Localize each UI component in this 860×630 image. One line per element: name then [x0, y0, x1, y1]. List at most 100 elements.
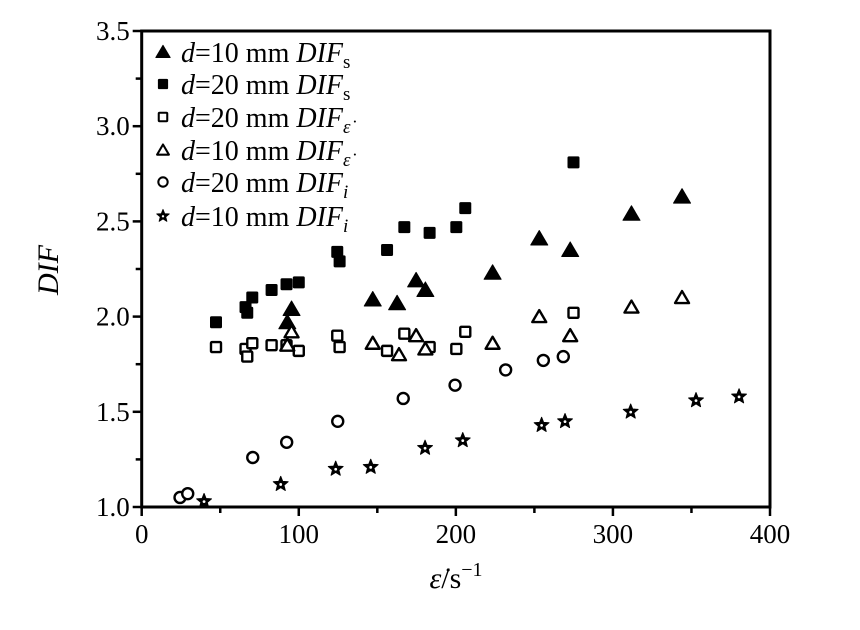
- legend-label-subscript: i: [343, 216, 348, 237]
- data-point: [556, 349, 570, 364]
- circle-marker: [396, 391, 410, 406]
- legend-label-dif: DIF: [295, 70, 344, 101]
- triangle-marker: [363, 290, 382, 307]
- legend-label-size: =20 mm: [195, 103, 296, 134]
- data-point: [388, 294, 407, 311]
- x-tick-label: 400: [750, 519, 791, 549]
- square-marker: [398, 221, 411, 234]
- square-marker: [209, 316, 222, 329]
- series-5: [196, 388, 747, 509]
- square-marker: [380, 344, 394, 358]
- data-point: [364, 335, 381, 350]
- star-marker-center: [334, 467, 338, 471]
- data-point: [533, 416, 550, 432]
- data-point: [209, 316, 222, 329]
- legend-label-size: =10 mm: [195, 136, 296, 167]
- data-point: [331, 329, 344, 342]
- data-point: [454, 432, 471, 448]
- data-point: [279, 337, 296, 352]
- data-points: [173, 156, 747, 509]
- triangle-marker: [156, 143, 170, 156]
- y-tick-label: 2.5: [96, 206, 130, 236]
- square-marker: [157, 78, 169, 90]
- data-point: [623, 299, 640, 314]
- data-point: [331, 245, 344, 258]
- data-point: [536, 353, 551, 368]
- square-marker: [567, 306, 580, 319]
- legend-label-size: =20 mm: [195, 70, 296, 101]
- legend-marker: [157, 111, 169, 123]
- triangle-marker: [673, 188, 692, 204]
- data-point: [459, 202, 472, 215]
- triangle-marker: [390, 346, 408, 362]
- data-point: [673, 289, 691, 305]
- legend-label-subscript: s: [343, 52, 350, 73]
- square-marker: [450, 221, 463, 234]
- x-tick-label: 300: [593, 519, 634, 549]
- legend-label-d: d: [181, 103, 196, 134]
- data-point: [398, 327, 411, 340]
- series-1: [209, 156, 580, 329]
- data-point: [380, 344, 394, 358]
- data-point: [246, 337, 259, 350]
- data-point: [390, 346, 408, 362]
- square-marker: [241, 306, 254, 319]
- data-point: [282, 300, 301, 316]
- legend-item: d=10 mm DIFs: [155, 38, 350, 73]
- square-marker: [246, 291, 259, 304]
- legend-label-size: =10 mm: [195, 202, 296, 233]
- square-marker: [459, 202, 472, 215]
- triangle-marker: [283, 324, 300, 339]
- legend-label-dif: DIF: [295, 103, 344, 134]
- star-marker-center: [540, 424, 544, 427]
- star-marker-center: [161, 215, 165, 218]
- legend-label: d=20 mm DIFs: [181, 70, 350, 105]
- legend-marker: [156, 143, 170, 156]
- legend-label-d: d: [181, 136, 196, 167]
- circle-marker: [331, 414, 345, 429]
- legend-label-d: d: [181, 38, 196, 69]
- data-point: [246, 291, 259, 304]
- data-point: [362, 458, 379, 474]
- series-2: [209, 306, 580, 363]
- triangle-marker: [530, 230, 549, 246]
- data-point: [331, 414, 345, 429]
- square-marker: [241, 350, 254, 363]
- data-point: [417, 439, 433, 455]
- y-tick-label: 2.0: [96, 302, 130, 332]
- triangle-marker: [562, 327, 579, 343]
- legend-label-size: =10 mm: [195, 38, 296, 69]
- square-marker: [459, 325, 472, 339]
- x-axis-title: ε̇/s−1: [429, 559, 482, 595]
- data-point: [731, 388, 747, 404]
- circle-marker: [181, 486, 195, 501]
- star-marker-center: [629, 410, 633, 414]
- square-marker: [265, 283, 278, 296]
- data-point: [557, 413, 573, 429]
- data-point: [407, 327, 425, 343]
- star-marker-center: [369, 465, 373, 469]
- y-tick-label: 3.5: [96, 16, 130, 46]
- data-point: [561, 241, 580, 257]
- x-tick-label: 100: [279, 519, 320, 549]
- data-point: [280, 278, 293, 291]
- square-marker: [246, 337, 259, 350]
- legend-label: d=10 mm DIFs: [181, 38, 350, 73]
- data-point: [181, 486, 195, 501]
- data-point: [241, 306, 254, 319]
- data-point: [272, 475, 289, 491]
- square-marker: [331, 245, 344, 258]
- square-marker: [398, 327, 411, 340]
- triangle-marker: [279, 337, 296, 352]
- data-point: [423, 226, 436, 239]
- legend-item: d=20 mm DIFε̇: [157, 103, 357, 138]
- legend-marker: [155, 44, 171, 58]
- legend-label-d: d: [181, 168, 196, 199]
- y-tick-label: 1.0: [96, 492, 130, 522]
- x-axis-title-unit: /s: [441, 562, 461, 595]
- square-marker: [157, 111, 169, 123]
- x-axis-title-exponent: −1: [461, 559, 482, 581]
- legend-label-subscript: s: [343, 84, 350, 105]
- x-tick-label: 0: [135, 519, 149, 549]
